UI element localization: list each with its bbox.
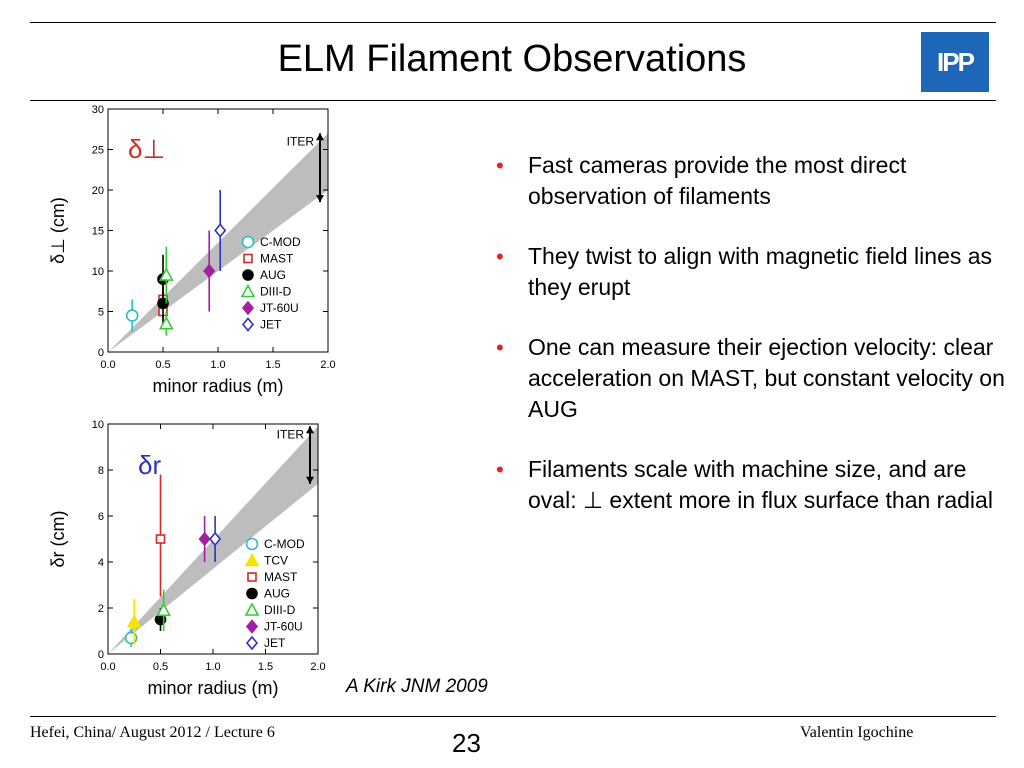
x-tick-label: 1.5 (258, 661, 273, 673)
footer-left: Hefei, China/ August 2012 / Lecture 6 (30, 724, 275, 741)
top-rule (30, 22, 996, 23)
x-tick-label: 2.0 (310, 661, 325, 673)
slide-title: ELM Filament Observations (277, 38, 747, 80)
legend-marker (241, 235, 255, 249)
y-tick-label: 10 (92, 266, 104, 278)
x-axis-label: minor radius (m) (152, 376, 283, 396)
delta-perp-plot: 0.0 0.5 1.0 1.5 2.0 0 5 10 15 20 25 30 minor radius … (48, 104, 336, 396)
y-tick-label: 0 (98, 347, 104, 359)
data-point (209, 531, 222, 547)
x-tick-label: 1.0 (210, 359, 225, 371)
legend-label: JET (264, 636, 286, 650)
legend-marker (241, 317, 255, 332)
legend-label: C-MOD (264, 537, 305, 551)
x-tick-label: 0.0 (100, 661, 115, 673)
ipp-logo: IPP (921, 32, 989, 92)
plot-title: δ⊥ (128, 134, 165, 164)
legend-label: JT-60U (264, 620, 303, 634)
legend-label: MAST (264, 570, 298, 584)
y-tick-label: 10 (92, 419, 104, 431)
bullet-text: One can measure their ejection velocity:… (528, 334, 1005, 422)
footer-rule (30, 716, 996, 717)
x-tick-label: 2.0 (320, 359, 335, 371)
bullet-item: • Filaments scale with machine size, and … (490, 454, 1005, 516)
legend-label: DIII-D (264, 603, 296, 617)
bullet-text: Filaments scale with machine size, and a… (528, 456, 993, 513)
iter-arrow-down (316, 195, 324, 203)
bullet-dot-icon: • (496, 457, 504, 482)
legend-marker (247, 572, 257, 582)
y-tick-label: 6 (98, 511, 104, 523)
y-tick-label: 20 (92, 185, 104, 197)
y-tick-label: 4 (98, 557, 104, 569)
x-tick-label: 1.5 (265, 359, 280, 371)
legend-label: TCV (264, 554, 288, 568)
data-point (125, 309, 139, 322)
data-point (203, 263, 216, 279)
legend-marker (242, 269, 254, 281)
legend-label: DIII-D (260, 285, 292, 299)
x-tick-label: 0.5 (155, 359, 170, 371)
iter-arrow-up (316, 133, 324, 141)
bullet-item: • One can measure their ejection velocity… (490, 332, 1005, 425)
legend-label: AUG (264, 587, 290, 601)
legend-marker (246, 587, 258, 600)
legend-marker (243, 253, 253, 264)
page-number: 23 (452, 728, 481, 758)
iter-arrow-down (306, 476, 314, 484)
legend-marker (241, 300, 255, 316)
bullet-item: • They twist to align with magnetic field… (490, 241, 1005, 303)
legend-marker (245, 635, 259, 651)
data-point (158, 315, 174, 330)
legend-label: MAST (260, 252, 294, 266)
iter-label: ITER (277, 427, 305, 441)
bullet-text: They twist to align with magnetic field … (528, 243, 993, 300)
delta-r-plot: 0.0 0.5 1.0 1.5 2.0 0 2 4 6 8 10 minor radius (m) δr… (48, 419, 326, 698)
bullet-list: • Fast cameras provide the most direct ob… (490, 150, 1005, 545)
data-point (155, 534, 166, 544)
y-tick-label: 2 (98, 603, 104, 615)
y-tick-label: 8 (98, 465, 104, 477)
ipp-logo-text: IPP (937, 46, 975, 77)
title-rule (30, 100, 996, 101)
data-point (158, 267, 174, 281)
footer-author: Valentin Igochine (800, 724, 914, 741)
legend-label: JT-60U (260, 301, 299, 315)
legend-marker (240, 283, 256, 298)
y-tick-label: 25 (92, 145, 104, 157)
bullet-text: Fast cameras provide the most direct obs… (528, 152, 907, 209)
iter-arrow-up (306, 426, 314, 434)
x-axis-label: minor radius (m) (147, 678, 278, 698)
legend-marker (244, 552, 260, 567)
y-axis-label: δr (cm) (48, 511, 68, 568)
citation: A Kirk JNM 2009 (346, 676, 488, 697)
legend-label: JET (260, 318, 282, 332)
scaling-band (108, 133, 328, 352)
y-tick-label: 15 (92, 226, 104, 238)
y-tick-label: 0 (98, 649, 104, 661)
y-tick-label: 5 (98, 307, 104, 319)
bullet-dot-icon: • (496, 153, 504, 178)
data-point (156, 602, 171, 617)
bullet-dot-icon: • (496, 335, 504, 360)
iter-label: ITER (287, 134, 315, 148)
legend-marker (244, 602, 260, 616)
y-tick-label: 30 (92, 104, 104, 116)
x-tick-label: 1.0 (205, 661, 220, 673)
data-point (198, 531, 211, 547)
y-axis-label: δ⊥ (cm) (48, 197, 68, 264)
bullet-item: • Fast cameras provide the most direct ob… (490, 150, 1005, 212)
legend-marker (245, 619, 259, 634)
legend-label: AUG (260, 268, 286, 282)
data-point (126, 614, 142, 628)
plot-title: δr (138, 450, 161, 480)
legend-marker (245, 537, 259, 551)
x-tick-label: 0.0 (100, 359, 115, 371)
legend-label: C-MOD (260, 235, 301, 249)
bullet-dot-icon: • (496, 244, 504, 269)
x-tick-label: 0.5 (153, 661, 168, 673)
data-point (214, 223, 227, 238)
